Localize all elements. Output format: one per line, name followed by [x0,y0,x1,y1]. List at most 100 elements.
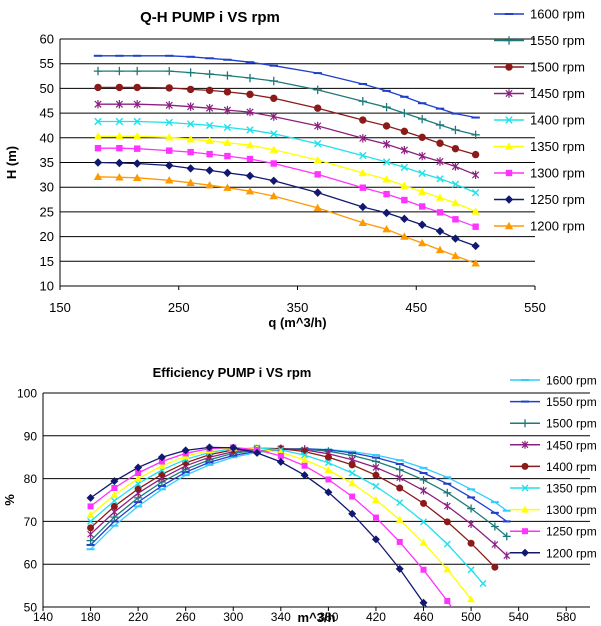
data-point [269,176,278,185]
data-point [396,484,404,492]
data-point [358,218,368,226]
data-point [205,57,214,60]
data-point [418,203,426,210]
data-point [471,259,480,267]
data-point [158,458,165,465]
data-point [270,130,278,138]
data-point [229,443,238,452]
data-point [134,463,143,472]
data-point [186,68,195,77]
data-point [205,69,214,79]
data-point [349,493,356,500]
data-point [115,132,124,140]
series-line [90,447,508,557]
series-line [90,447,508,542]
series-line [90,447,472,600]
data-point [205,181,214,189]
data-point [435,245,445,254]
data-point [94,144,102,152]
data-point [115,158,124,168]
series-line [90,446,453,607]
x-tick-label: 450 [405,300,427,315]
data-point [93,172,103,181]
data-point [165,133,174,141]
legend-marker [521,400,529,403]
legend-label: 1200 rpm [530,219,585,234]
data-point [395,463,404,466]
data-point [134,501,143,504]
legend-label: 1250 rpm [530,192,585,207]
data-point [313,85,322,95]
data-point [467,504,476,513]
data-point [165,84,173,92]
data-point [223,88,232,96]
data-point [451,251,460,260]
data-point [395,465,404,474]
data-point [110,477,119,486]
data-point [443,476,452,479]
data-point [435,226,445,236]
data-point [467,566,475,574]
data-point [223,105,232,115]
data-point [223,168,232,178]
series-line [98,86,476,156]
data-point [471,188,480,197]
legend-label: 1600 rpm [546,374,597,388]
data-point [277,452,284,459]
data-point [420,486,427,495]
data-point [166,147,173,154]
legend-marker [521,484,529,492]
data-point [348,479,357,487]
data-point [490,511,499,514]
series-group [93,54,480,267]
data-point [435,120,445,130]
data-point [165,176,174,184]
data-point [165,118,173,127]
data-point [245,61,255,64]
data-point [396,538,403,545]
data-point [324,459,332,467]
data-point [205,86,214,95]
x-tick-label: 140 [33,610,53,624]
x-tick-label: 340 [271,610,291,624]
data-point [436,157,444,166]
data-point [165,161,174,170]
data-point [358,202,368,212]
data-point [301,451,309,459]
data-point [418,151,426,161]
y-tick-label: 70 [24,515,38,529]
legend-marker [504,13,514,15]
data-point [205,136,214,144]
data-point [359,184,367,191]
data-point [223,123,232,132]
x-tick-label: 260 [176,610,196,624]
data-point [253,448,262,457]
data-point [358,168,368,177]
data-point [395,459,404,462]
data-point [86,493,95,502]
data-point [115,83,124,92]
data-point [382,208,391,218]
legend-marker [504,195,514,204]
x-tick-label: 180 [81,610,101,624]
x-tick-label: 500 [461,610,481,624]
data-point [490,522,499,531]
legend-label: 1450 rpm [546,438,597,452]
data-point [359,116,367,124]
chart-1: Q-H PUMP i VS rpm 10 15 20 25 30 35 40 45 50 55 60 1… [4,7,585,331]
data-point [325,476,332,483]
data-point [133,117,141,126]
y-tick-label: 45 [40,106,54,121]
data-point [467,519,475,528]
y-tick-label: 50 [40,81,54,96]
legend-label: 1450 rpm [530,86,585,101]
data-point [313,155,322,164]
x-tick-label: 350 [287,300,309,315]
x-tick-label: 300 [223,610,243,624]
data-point [87,503,94,510]
legend-marker [505,169,513,177]
data-point [358,97,368,106]
data-point [165,54,174,57]
data-point [372,471,380,479]
